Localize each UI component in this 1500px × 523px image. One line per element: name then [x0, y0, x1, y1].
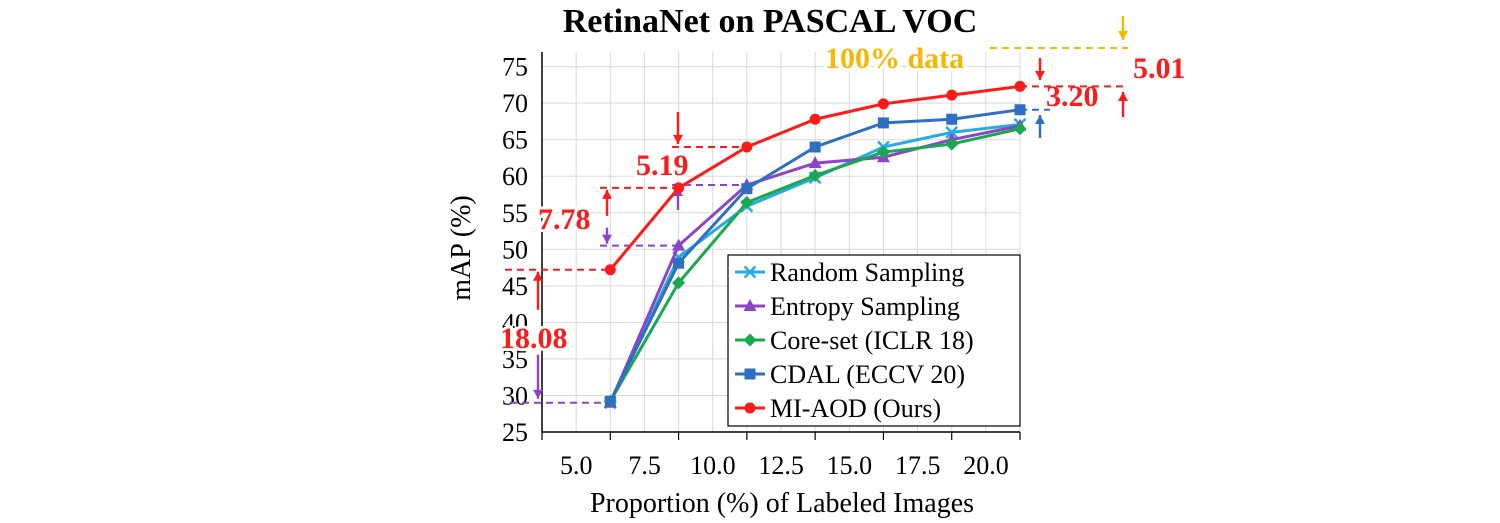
series-lines — [603, 80, 1027, 410]
legend-item: Entropy Sampling — [735, 292, 960, 321]
legend-label: Random Sampling — [770, 258, 964, 287]
guide-arrowhead — [673, 135, 683, 144]
data-point — [877, 117, 889, 129]
x-tick-label: 12.5 — [758, 451, 804, 480]
data-point — [1014, 80, 1026, 92]
y-tick-label: 70 — [502, 89, 528, 118]
annotation-label: 3.20 — [1046, 80, 1099, 113]
guide-arrowhead — [1035, 115, 1045, 124]
guide-arrowhead — [602, 234, 612, 244]
annotation-label: 100% data — [825, 42, 964, 75]
data-point — [744, 368, 756, 380]
guide-arrowhead — [602, 189, 612, 199]
data-point — [1014, 104, 1026, 116]
y-tick-label: 50 — [502, 235, 528, 264]
data-point — [604, 264, 616, 276]
y-tick-label: 60 — [502, 162, 528, 191]
x-tick-label: 7.5 — [628, 451, 661, 480]
legend-item: MI-AOD (Ours) — [735, 394, 941, 423]
legend-item: CDAL (ECCV 20) — [735, 360, 965, 389]
y-tick-label: 25 — [502, 418, 528, 447]
y-tick-label: 65 — [502, 126, 528, 155]
data-point — [876, 145, 890, 159]
data-point — [945, 137, 959, 151]
data-point — [740, 196, 754, 210]
legend: Random Sampling Entropy Sampling Core-set … — [727, 254, 1021, 427]
legend-box — [727, 254, 1021, 427]
annotation-label: 5.19 — [636, 149, 689, 182]
legend-item: Random Sampling — [735, 258, 964, 287]
data-point — [744, 402, 756, 414]
y-tick-label: 75 — [502, 53, 528, 82]
data-point — [809, 113, 821, 125]
annotation-label: 7.78 — [538, 203, 591, 236]
y-tick-label: 40 — [502, 308, 528, 337]
data-point — [672, 276, 686, 290]
data-point — [946, 89, 958, 101]
x-tick-label: 10.0 — [690, 451, 736, 480]
x-tick-label: 5.0 — [560, 451, 593, 480]
data-point — [808, 169, 822, 182]
tick-labels: 25 30 35 40 45 50 55 60 65 70 75 5.0 7.5 10.0 12.5 15.0… — [502, 53, 1009, 480]
data-point — [604, 395, 616, 407]
y-tick-label: 35 — [502, 345, 528, 374]
data-point — [946, 113, 958, 125]
data-point — [743, 265, 757, 279]
data-point — [809, 141, 821, 153]
data-point — [945, 125, 959, 139]
data-point — [808, 156, 822, 169]
x-tick-label: 20.0 — [963, 451, 1009, 480]
series-mi-aod-ours — [604, 80, 1026, 276]
legend-label: Entropy Sampling — [770, 292, 960, 321]
y-tick-label: 55 — [502, 199, 528, 228]
x-tick-label: 17.5 — [895, 451, 941, 480]
chart-title: RetinaNet on PASCAL VOC — [563, 3, 978, 40]
data-point — [672, 238, 686, 251]
axes — [541, 52, 1021, 440]
legend-item: Core-set (ICLR 18) — [735, 326, 974, 355]
x-axis-label: Proportion (%) of Labeled Images — [590, 488, 974, 519]
x-tick-label: 15.0 — [827, 451, 873, 480]
data-point — [743, 333, 757, 347]
guide-arrowhead — [1118, 92, 1128, 101]
y-tick-label: 30 — [502, 381, 528, 410]
data-point — [1013, 122, 1027, 136]
guide-arrowhead — [1118, 31, 1128, 40]
data-point — [741, 183, 753, 195]
legend-label: CDAL (ECCV 20) — [770, 360, 965, 389]
data-point — [673, 257, 685, 269]
series-cdal-eccv-20 — [604, 104, 1026, 407]
data-point — [743, 299, 757, 311]
legend-label: MI-AOD (Ours) — [770, 394, 941, 423]
guide-arrowhead — [533, 271, 543, 281]
y-axis-label: mAP (%) — [446, 195, 477, 301]
data-point — [877, 98, 889, 110]
y-tick-label: 45 — [502, 272, 528, 301]
annotations: 18.08 7.78 5.19 3.20 5.01 100% data — [497, 39, 1186, 358]
annotation-label: 18.08 — [500, 322, 568, 355]
annotation-label: 5.01 — [1133, 52, 1186, 85]
legend-label: Core-set (ICLR 18) — [770, 326, 974, 355]
guide-arrowhead — [533, 389, 543, 399]
guide-arrowhead — [1035, 71, 1045, 80]
data-point — [741, 141, 753, 153]
data-point — [673, 182, 685, 194]
